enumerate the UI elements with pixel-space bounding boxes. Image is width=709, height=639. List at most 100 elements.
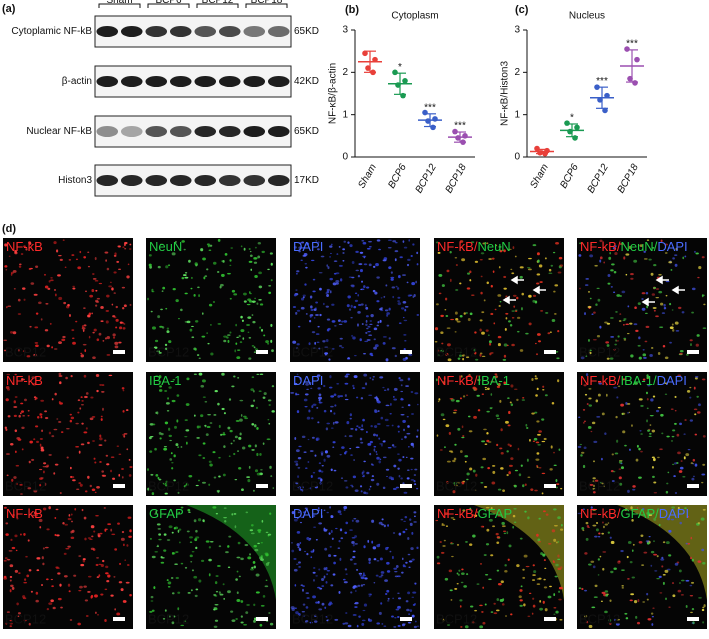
cell xyxy=(385,475,389,478)
cell xyxy=(490,312,494,316)
cell xyxy=(683,433,686,435)
cell xyxy=(102,407,104,411)
cell xyxy=(406,608,410,612)
cell xyxy=(180,446,183,448)
cell xyxy=(121,530,125,534)
cell xyxy=(482,242,486,245)
cell xyxy=(239,341,243,344)
cell xyxy=(115,326,118,329)
cell xyxy=(291,549,295,553)
cell xyxy=(149,423,154,426)
cell xyxy=(464,455,469,458)
cell xyxy=(630,277,634,280)
arrow xyxy=(532,285,546,295)
cell xyxy=(94,594,98,598)
cell xyxy=(526,458,529,462)
cell xyxy=(46,607,50,611)
cell xyxy=(194,348,197,351)
cell xyxy=(43,470,45,474)
cell xyxy=(40,318,43,321)
cell xyxy=(256,302,259,305)
cell xyxy=(344,450,348,453)
cell xyxy=(536,583,541,585)
cell xyxy=(20,253,24,255)
cell xyxy=(158,380,162,383)
cell xyxy=(671,582,675,585)
cell xyxy=(177,446,179,448)
cell xyxy=(503,354,507,358)
cell xyxy=(448,569,453,573)
cell xyxy=(9,443,14,446)
cell xyxy=(380,571,385,574)
cell xyxy=(177,491,180,494)
cell xyxy=(452,518,456,521)
cell xyxy=(492,464,496,467)
cell xyxy=(405,456,408,458)
cell xyxy=(253,619,256,623)
cell xyxy=(164,390,168,393)
cell xyxy=(535,394,538,397)
cell xyxy=(114,252,117,256)
cell xyxy=(80,352,83,355)
cell xyxy=(440,551,445,554)
cell xyxy=(191,569,194,572)
cell xyxy=(125,581,130,584)
cell xyxy=(671,323,674,326)
cell xyxy=(69,466,72,470)
cell xyxy=(407,536,410,540)
cell xyxy=(621,587,624,589)
cell xyxy=(474,331,477,334)
cell xyxy=(548,268,552,272)
cell xyxy=(489,352,492,356)
cell xyxy=(698,597,702,599)
cell xyxy=(655,296,660,299)
cell xyxy=(504,420,509,424)
cell xyxy=(9,331,14,334)
cell xyxy=(23,298,26,301)
cell xyxy=(129,303,132,307)
cell xyxy=(595,303,598,306)
cell xyxy=(217,565,221,567)
cell xyxy=(665,490,669,494)
cell xyxy=(355,590,357,593)
cell xyxy=(410,468,413,471)
cell xyxy=(640,534,644,538)
cell xyxy=(298,566,301,568)
cell xyxy=(391,424,394,427)
cell xyxy=(363,263,368,266)
cell xyxy=(370,463,373,466)
cell xyxy=(598,382,603,385)
cell xyxy=(646,407,649,410)
cell xyxy=(223,339,227,343)
y-tick-label: 0 xyxy=(514,152,520,163)
cell xyxy=(578,587,582,589)
cell xyxy=(229,429,233,433)
cell xyxy=(315,575,318,577)
cell xyxy=(326,573,329,576)
cell xyxy=(161,326,165,329)
cell xyxy=(619,313,622,315)
cell xyxy=(404,339,407,342)
cell xyxy=(212,506,217,509)
cell xyxy=(678,470,683,473)
cell xyxy=(544,608,548,612)
cell xyxy=(223,335,228,338)
cell xyxy=(581,587,584,591)
cell xyxy=(486,281,489,285)
cell xyxy=(159,437,162,440)
cell xyxy=(250,404,254,408)
cell xyxy=(16,602,19,606)
cell xyxy=(310,305,313,309)
cell xyxy=(38,468,43,471)
cell xyxy=(25,248,28,251)
cell xyxy=(172,287,176,291)
cell xyxy=(501,525,506,528)
cell xyxy=(490,380,495,383)
data-point xyxy=(402,78,408,84)
cell xyxy=(316,407,319,409)
cell xyxy=(669,302,672,306)
cell xyxy=(486,431,489,435)
cell xyxy=(410,479,415,481)
cell xyxy=(318,399,321,402)
